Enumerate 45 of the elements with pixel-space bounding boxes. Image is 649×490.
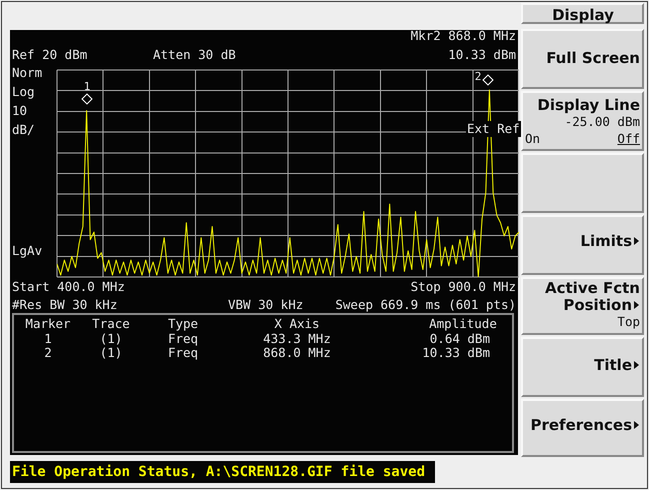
- text: File Operation Status, A:\SCREN128.GIF file saved: [12, 464, 426, 480]
- text: Sweep 669.9 ms (601 pts): [335, 297, 516, 313]
- text: Display Line: [537, 96, 640, 114]
- text: Preferences: [530, 416, 632, 434]
- annotation: Ext Ref: [466, 121, 521, 137]
- text: Marker: [25, 316, 71, 332]
- text: Atten 30 dB: [153, 47, 236, 63]
- text: Ref 20 dBm: [12, 47, 88, 63]
- text: 0.64 dBm: [430, 331, 490, 347]
- text: Limits: [580, 232, 632, 250]
- text: Full Screen: [546, 49, 640, 67]
- text: dB/: [12, 122, 35, 138]
- text: LgAv: [12, 243, 42, 259]
- text: VBW 30 kHz: [228, 297, 304, 313]
- text: Off: [617, 131, 640, 147]
- text: 1: [44, 331, 52, 347]
- text: 2: [44, 345, 52, 361]
- text: On: [525, 131, 540, 147]
- text: Amplitude: [429, 316, 497, 332]
- text: 10.33 dBm: [448, 47, 516, 63]
- text: -25.00 dBm: [564, 114, 640, 130]
- text: Trace: [92, 316, 130, 332]
- text: Active Fctn: [545, 279, 640, 297]
- text: Log: [12, 84, 35, 100]
- text: 433.3 MHz: [263, 331, 331, 347]
- text: Type: [168, 316, 198, 332]
- text: #Res BW 30 kHz: [12, 297, 118, 313]
- text: 868.0 MHz: [263, 345, 331, 361]
- annotation: 1: [84, 80, 90, 93]
- text: X Axis: [274, 316, 320, 332]
- text: Freq: [168, 345, 198, 361]
- text: 10: [12, 103, 28, 119]
- text: (1): [100, 345, 122, 361]
- text: 10.33 dBm: [422, 345, 490, 361]
- text: Norm: [12, 65, 42, 81]
- text: Title: [594, 356, 632, 374]
- text: Mkr2 868.0 MHz: [410, 28, 516, 44]
- text: Start 400.0 MHz: [12, 279, 125, 295]
- text: 2: [474, 70, 482, 83]
- text: Top: [617, 314, 640, 330]
- text: Stop 900.0 MHz: [410, 279, 516, 295]
- text: (1): [100, 331, 122, 347]
- text: Freq: [168, 331, 198, 347]
- text: Display: [552, 6, 614, 24]
- text: Position: [563, 296, 632, 314]
